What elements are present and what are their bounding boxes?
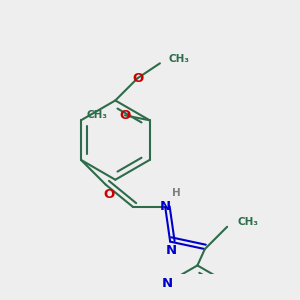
Text: CH₃: CH₃ <box>237 217 258 227</box>
Text: N: N <box>160 200 171 214</box>
Text: H: H <box>172 188 181 198</box>
Text: N: N <box>162 277 173 290</box>
Text: CH₃: CH₃ <box>169 54 190 64</box>
Text: O: O <box>132 72 143 85</box>
Text: O: O <box>103 188 115 201</box>
Text: O: O <box>119 109 130 122</box>
Text: N: N <box>166 244 177 257</box>
Text: CH₃: CH₃ <box>86 110 107 120</box>
